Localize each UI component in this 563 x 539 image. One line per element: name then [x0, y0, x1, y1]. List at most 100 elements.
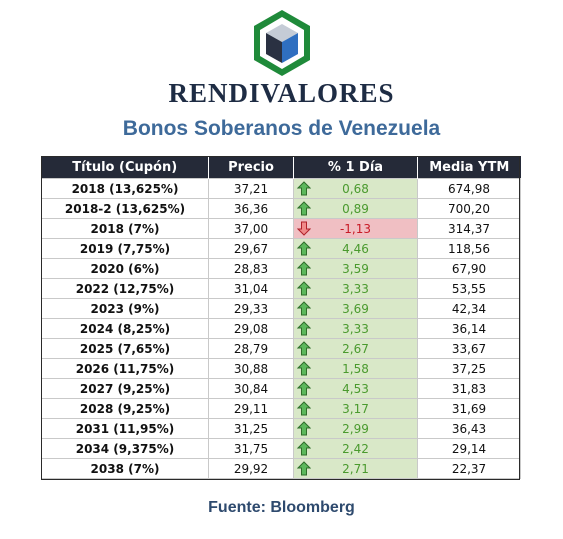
- bond-price: 29,92: [208, 458, 294, 479]
- bond-change: 0,89: [342, 201, 369, 216]
- bond-price: 29,33: [208, 298, 294, 319]
- bond-ytm: 118,56: [417, 238, 521, 259]
- bond-change: 2,42: [342, 441, 369, 456]
- bond-price: 28,79: [208, 338, 294, 359]
- page-title: Bonos Soberanos de Venezuela: [122, 117, 441, 140]
- arrow-up-icon: [297, 361, 311, 376]
- bond-price: 30,88: [208, 358, 294, 379]
- bond-ytm: 42,34: [417, 298, 521, 319]
- bond-change: 3,69: [342, 301, 369, 316]
- bond-title: 2022 (12,75%): [41, 278, 209, 299]
- bond-price: 29,11: [208, 398, 294, 419]
- bond-ytm: 53,55: [417, 278, 521, 299]
- bond-change-cell: 2,71: [293, 458, 418, 479]
- bond-title: 2024 (8,25%): [41, 318, 209, 339]
- bond-ytm: 31,69: [417, 398, 521, 419]
- bond-change: -1,13: [339, 221, 372, 236]
- bond-change-cell: 4,53: [293, 378, 418, 399]
- source-note: Fuente: Bloomberg: [208, 499, 355, 516]
- arrow-up-icon: [297, 381, 311, 396]
- table-row: 2018-2 (13,625%) 36,36 0,89 700,20: [41, 198, 521, 219]
- bond-ytm: 36,43: [417, 418, 521, 439]
- bond-title: 2018 (7%): [41, 218, 209, 239]
- arrow-up-icon: [297, 321, 311, 336]
- table-row: 2025 (7,65%) 28,79 2,67 33,67: [41, 338, 521, 359]
- arrow-down-icon: [297, 221, 311, 236]
- bond-title: 2023 (9%): [41, 298, 209, 319]
- bond-change: 2,71: [342, 461, 369, 476]
- table-row: 2027 (9,25%) 30,84 4,53 31,83: [41, 378, 521, 399]
- arrow-up-icon: [297, 301, 311, 316]
- bond-change-cell: 3,59: [293, 258, 418, 279]
- bond-title: 2019 (7,75%): [41, 238, 209, 259]
- table-header-row: Título (Cupón) Precio % 1 Día Media YTM: [41, 156, 521, 179]
- bond-title: 2038 (7%): [41, 458, 209, 479]
- bond-ytm: 33,67: [417, 338, 521, 359]
- table-row: 2026 (11,75%) 30,88 1,58 37,25: [41, 358, 521, 379]
- arrow-up-icon: [297, 241, 311, 256]
- bond-ytm: 29,14: [417, 438, 521, 459]
- arrow-up-icon: [297, 341, 311, 356]
- bond-ytm: 36,14: [417, 318, 521, 339]
- bond-title: 2020 (6%): [41, 258, 209, 279]
- bond-title: 2034 (9,375%): [41, 438, 209, 459]
- bond-price: 31,75: [208, 438, 294, 459]
- bond-change: 3,33: [342, 281, 369, 296]
- bond-change: 3,17: [342, 401, 369, 416]
- bond-change-cell: 2,99: [293, 418, 418, 439]
- bond-change: 4,46: [342, 241, 369, 256]
- bond-ytm: 67,90: [417, 258, 521, 279]
- bond-price: 29,08: [208, 318, 294, 339]
- bond-ytm: 31,83: [417, 378, 521, 399]
- bond-title: 2027 (9,25%): [41, 378, 209, 399]
- bond-change: 0,68: [342, 181, 369, 196]
- bond-ytm: 314,37: [417, 218, 521, 239]
- header-title: Título (Cupón): [41, 156, 209, 179]
- bond-price: 29,67: [208, 238, 294, 259]
- table-row: 2020 (6%) 28,83 3,59 67,90: [41, 258, 521, 279]
- arrow-up-icon: [297, 181, 311, 196]
- table-row: 2019 (7,75%) 29,67 4,46 118,56: [41, 238, 521, 259]
- bond-change-cell: -1,13: [293, 218, 418, 239]
- bond-change-cell: 3,69: [293, 298, 418, 319]
- bond-title: 2026 (11,75%): [41, 358, 209, 379]
- bond-change-cell: 2,42: [293, 438, 418, 459]
- bond-change-cell: 0,68: [293, 178, 418, 199]
- arrow-up-icon: [297, 441, 311, 456]
- header-change: % 1 Día: [293, 156, 418, 179]
- logo: [0, 8, 563, 78]
- bond-change-cell: 3,33: [293, 278, 418, 299]
- bond-change-cell: 4,46: [293, 238, 418, 259]
- bond-change-cell: 1,58: [293, 358, 418, 379]
- bond-ytm: 22,37: [417, 458, 521, 479]
- bond-change: 2,99: [342, 421, 369, 436]
- bond-title: 2018 (13,625%): [41, 178, 209, 199]
- bond-price: 30,84: [208, 378, 294, 399]
- bond-change-cell: 2,67: [293, 338, 418, 359]
- bond-price: 36,36: [208, 198, 294, 219]
- bond-price: 28,83: [208, 258, 294, 279]
- table-row: 2028 (9,25%) 29,11 3,17 31,69: [41, 398, 521, 419]
- bond-price: 31,04: [208, 278, 294, 299]
- table-row: 2018 (13,625%) 37,21 0,68 674,98: [41, 178, 521, 199]
- header-ytm: Media YTM: [417, 156, 521, 179]
- bonds-table: Título (Cupón) Precio % 1 Día Media YTM …: [41, 156, 521, 479]
- arrow-up-icon: [297, 281, 311, 296]
- bond-ytm: 700,20: [417, 198, 521, 219]
- bond-change: 2,67: [342, 341, 369, 356]
- bond-price: 37,00: [208, 218, 294, 239]
- bond-ytm: 37,25: [417, 358, 521, 379]
- table-row: 2034 (9,375%) 31,75 2,42 29,14: [41, 438, 521, 459]
- arrow-up-icon: [297, 421, 311, 436]
- arrow-up-icon: [297, 401, 311, 416]
- bond-title: 2018-2 (13,625%): [41, 198, 209, 219]
- arrow-up-icon: [297, 461, 311, 476]
- bond-change-cell: 0,89: [293, 198, 418, 219]
- arrow-up-icon: [297, 201, 311, 216]
- table-row: 2023 (9%) 29,33 3,69 42,34: [41, 298, 521, 319]
- bond-change: 1,58: [342, 361, 369, 376]
- table-row: 2031 (11,95%) 31,25 2,99 36,43: [41, 418, 521, 439]
- brand-name: RENDIVALORES: [168, 78, 395, 108]
- bond-change-cell: 3,33: [293, 318, 418, 339]
- arrow-up-icon: [297, 261, 311, 276]
